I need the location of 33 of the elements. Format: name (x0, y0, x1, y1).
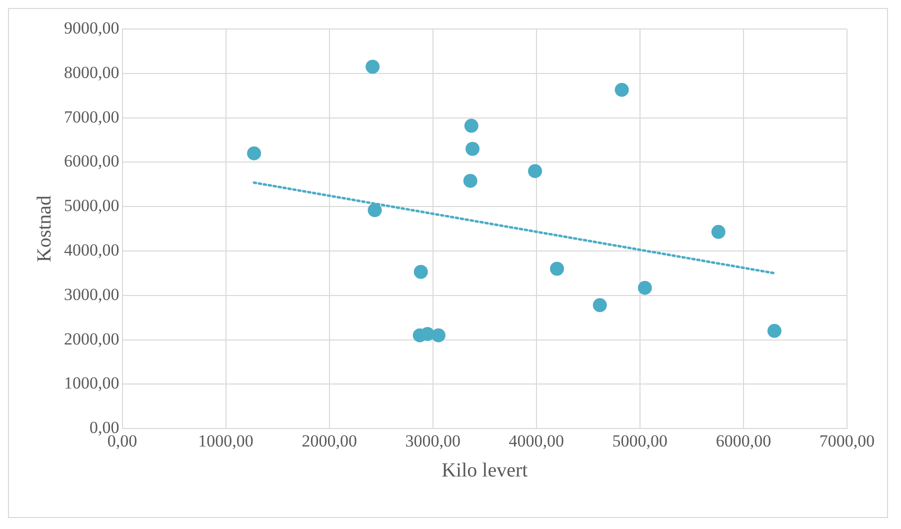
y-tick-label: 2000,00 (64, 329, 120, 348)
y-axis-title: Kostnad (33, 195, 56, 262)
point (368, 203, 382, 218)
point (767, 324, 782, 338)
point (528, 164, 542, 178)
point (614, 82, 629, 97)
x-axis-title: Kilo levert (442, 459, 528, 482)
point (592, 298, 607, 312)
point (550, 262, 564, 276)
point (711, 224, 726, 239)
point (638, 280, 652, 295)
point (464, 118, 478, 133)
x-tick-label: 6000,00 (716, 431, 772, 450)
y-tick-label: 4000,00 (64, 240, 120, 260)
x-tick-label: 1000,00 (198, 431, 254, 450)
x-tick-label: 2000,00 (302, 431, 357, 450)
y-tick-label: 1000,00 (64, 374, 120, 393)
point (414, 264, 428, 279)
point (366, 60, 380, 74)
x-tick-label: 7000,00 (819, 431, 875, 450)
y-tick-label: 6000,00 (64, 152, 120, 171)
point (431, 328, 446, 342)
x-tick-label: 3000,00 (405, 431, 460, 450)
y-tick-label: 5000,00 (64, 196, 120, 216)
y-tick-label: 3000,00 (64, 284, 120, 304)
point (466, 142, 480, 156)
x-tick-label: 5000,00 (612, 431, 668, 450)
x-tick-label: 4000,00 (508, 431, 564, 450)
point (463, 174, 478, 188)
y-tick-label: 7000,00 (64, 107, 120, 126)
point (247, 146, 262, 160)
y-tick-label: 8000,00 (64, 62, 120, 82)
y-tick-label: 9000,00 (64, 18, 120, 38)
